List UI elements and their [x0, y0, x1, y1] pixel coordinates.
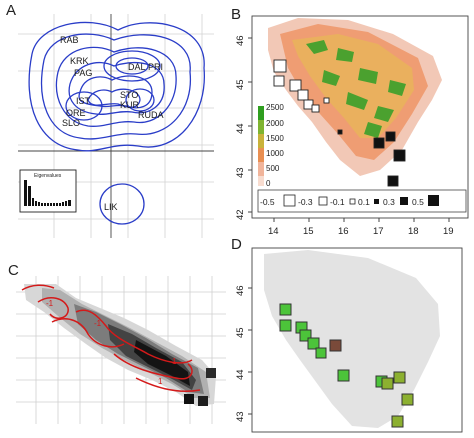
- contour-lines: [28, 21, 205, 225]
- b-y-tick: 43: [235, 167, 246, 178]
- site-square: [387, 175, 399, 187]
- site-label: LIK: [104, 202, 118, 212]
- b-x-tick: 14: [268, 226, 279, 237]
- b-y-axis: 46 45 44 43 42: [235, 35, 252, 220]
- site-label: STO: [120, 90, 138, 100]
- site-marker: [381, 377, 394, 390]
- site-square: [311, 104, 320, 113]
- d-y-tick: 46: [235, 285, 246, 296]
- b-x-tick: 18: [408, 226, 419, 237]
- panel-a-contour-plot: RAB KRK PAG DAL PRI IST STO KUR RUDA ORE…: [18, 14, 214, 238]
- d-y-tick: 45: [235, 327, 246, 338]
- b-y-tick: 46: [235, 35, 246, 46]
- d-y-tick: 43: [235, 411, 246, 422]
- elevation-colorbar: 2500 2000 1500 1000 500 0: [258, 103, 284, 188]
- eigenvalues-title: Eigenvalues: [34, 173, 62, 179]
- site-square: [273, 75, 285, 87]
- site-marker: [337, 369, 350, 382]
- colorbar-label: 0: [266, 179, 271, 188]
- contour-labels: -1 -1 1 1: [46, 299, 177, 386]
- panel-d-letter: D: [231, 236, 242, 253]
- contour-label: 1: [158, 377, 163, 386]
- site-label: SLO: [62, 118, 80, 128]
- site-marker: [393, 371, 406, 384]
- site-squares: [273, 59, 406, 187]
- site-marker: [391, 415, 404, 428]
- site-label: RAB: [60, 35, 79, 45]
- site-marker: [401, 393, 414, 406]
- contour-label: 1: [172, 357, 177, 366]
- site-square: [393, 149, 406, 162]
- site-marker: [279, 319, 292, 332]
- site-square: [323, 97, 330, 104]
- site-square: [297, 89, 309, 101]
- eigenvalues-inset: Eigenvalues: [19, 169, 77, 213]
- site-label: IST: [76, 96, 91, 106]
- colorbar-label: 2000: [266, 119, 284, 128]
- site-label: PRI: [148, 62, 163, 72]
- d-y-axis: 46 45 44 43: [235, 285, 252, 422]
- red-contours: [21, 284, 201, 393]
- panel-d-site-map: 46 45 44 43: [235, 247, 463, 433]
- site-label: ORE: [66, 108, 86, 118]
- size-legend-label: -0.1: [330, 197, 345, 207]
- colorbar-label: 1500: [266, 134, 284, 143]
- b-x-tick: 19: [443, 226, 454, 237]
- site-marker: [279, 303, 292, 316]
- size-legend-label: 0.5: [412, 197, 424, 207]
- site-marker: [307, 337, 320, 350]
- b-y-tick: 44: [235, 123, 246, 134]
- size-legend-label: -0.5: [260, 197, 275, 207]
- site-labels: RAB KRK PAG DAL PRI IST STO KUR RUDA ORE…: [60, 35, 164, 212]
- site-markers: [279, 303, 414, 428]
- site-square: [337, 129, 343, 135]
- b-x-axis: 14 15 16 17 18 19: [268, 218, 454, 237]
- b-x-tick: 16: [338, 226, 349, 237]
- panel-c-letter: C: [8, 262, 19, 279]
- site-label: KUR: [120, 100, 140, 110]
- site-label: KRK: [70, 56, 89, 66]
- panel-b-elevation-map: 2500 2000 1500 1000 500 0 -0.5 -0.3 -0.1…: [235, 15, 469, 237]
- size-legend: -0.5 -0.3 -0.1 0.1 0.3 0.5: [257, 189, 467, 213]
- colorbar-label: 500: [266, 164, 280, 173]
- colorbar-label: 1000: [266, 149, 284, 158]
- site-label: PAG: [74, 68, 92, 78]
- site-square: [289, 79, 302, 92]
- site-square: [385, 131, 396, 142]
- site-label: DAL: [128, 62, 146, 72]
- site-marker: [329, 339, 342, 352]
- b-y-tick: 42: [235, 209, 246, 220]
- panel-c-grid-map: -1 -1 1 1: [16, 276, 226, 424]
- colorbar-label: 2500: [266, 103, 284, 112]
- b-x-tick: 17: [373, 226, 384, 237]
- site-square: [273, 59, 287, 73]
- d-y-tick: 44: [235, 369, 246, 380]
- site-label: RUDA: [138, 110, 164, 120]
- size-legend-label: 0.3: [383, 197, 395, 207]
- b-x-tick: 15: [303, 226, 314, 237]
- b-y-tick: 45: [235, 79, 246, 90]
- site-square: [303, 99, 314, 110]
- size-legend-label: 0.1: [358, 197, 370, 207]
- panel-b-letter: B: [231, 6, 242, 23]
- size-legend-label: -0.3: [298, 197, 313, 207]
- site-square: [373, 137, 385, 149]
- panel-a-letter: A: [6, 2, 17, 19]
- site-marker: [299, 329, 312, 342]
- site-marker: [315, 347, 327, 359]
- contour-label: -1: [46, 299, 54, 308]
- contour-label: -1: [94, 319, 102, 328]
